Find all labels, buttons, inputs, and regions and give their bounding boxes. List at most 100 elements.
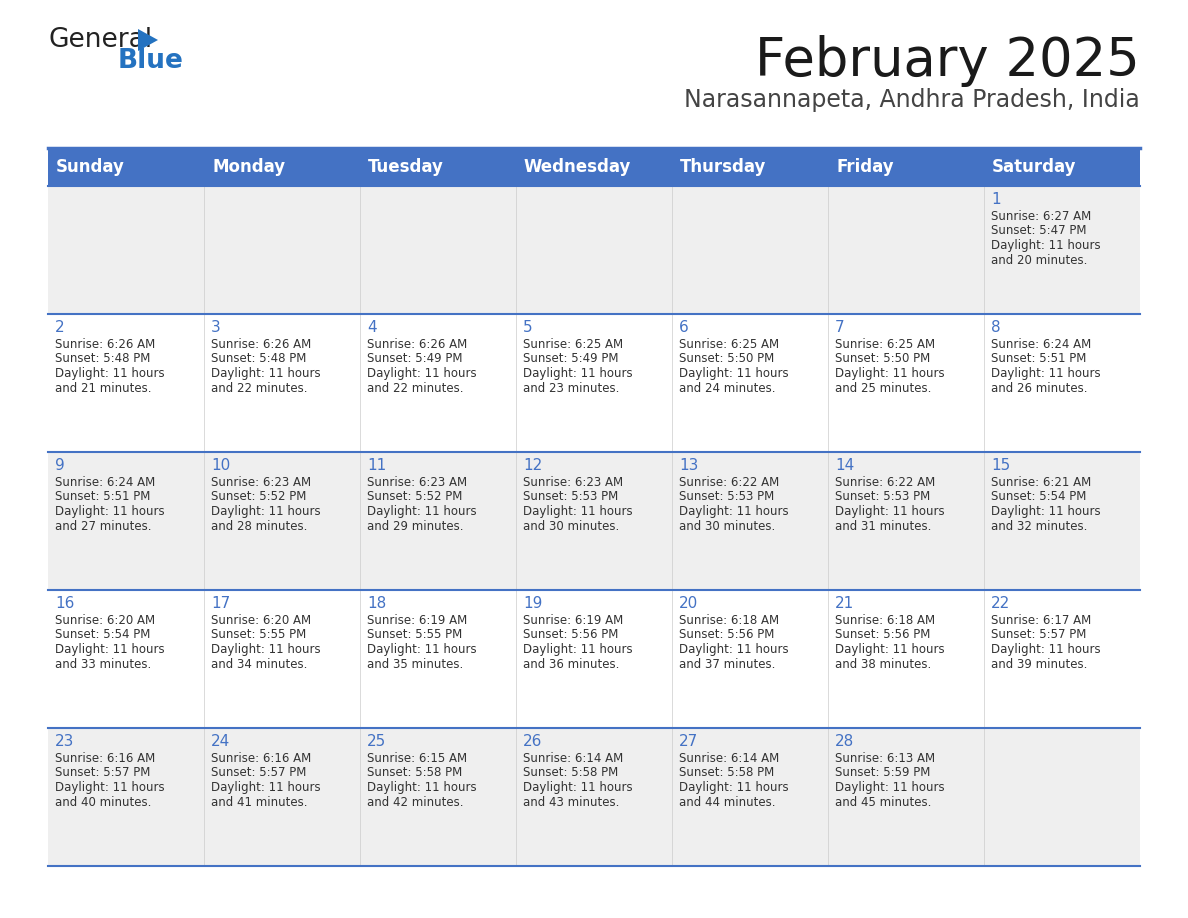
Text: Sunrise: 6:14 AM: Sunrise: 6:14 AM [680, 752, 779, 765]
Text: 10: 10 [211, 458, 230, 473]
Text: Daylight: 11 hours: Daylight: 11 hours [523, 367, 633, 380]
Text: Daylight: 11 hours: Daylight: 11 hours [680, 781, 789, 794]
Text: Sunset: 5:53 PM: Sunset: 5:53 PM [835, 490, 930, 503]
Text: Sunset: 5:47 PM: Sunset: 5:47 PM [991, 225, 1087, 238]
Text: and 39 minutes.: and 39 minutes. [991, 657, 1087, 670]
Text: 27: 27 [680, 734, 699, 749]
Text: Sunset: 5:53 PM: Sunset: 5:53 PM [523, 490, 618, 503]
Text: and 31 minutes.: and 31 minutes. [835, 520, 931, 532]
Text: Thursday: Thursday [680, 158, 766, 176]
Text: Sunrise: 6:16 AM: Sunrise: 6:16 AM [211, 752, 311, 765]
Text: Daylight: 11 hours: Daylight: 11 hours [211, 505, 321, 518]
Text: Daylight: 11 hours: Daylight: 11 hours [835, 505, 944, 518]
Text: Sunset: 5:49 PM: Sunset: 5:49 PM [523, 353, 619, 365]
Text: Sunrise: 6:19 AM: Sunrise: 6:19 AM [523, 614, 624, 627]
Text: Sunrise: 6:27 AM: Sunrise: 6:27 AM [991, 210, 1092, 223]
Text: Sunrise: 6:16 AM: Sunrise: 6:16 AM [55, 752, 156, 765]
Text: Sunset: 5:53 PM: Sunset: 5:53 PM [680, 490, 775, 503]
Text: and 26 minutes.: and 26 minutes. [991, 382, 1087, 395]
Text: Daylight: 11 hours: Daylight: 11 hours [991, 367, 1100, 380]
Text: and 23 minutes.: and 23 minutes. [523, 382, 619, 395]
Text: Sunset: 5:52 PM: Sunset: 5:52 PM [211, 490, 307, 503]
Text: Sunrise: 6:26 AM: Sunrise: 6:26 AM [367, 338, 467, 351]
Text: and 30 minutes.: and 30 minutes. [523, 520, 619, 532]
Text: Sunrise: 6:19 AM: Sunrise: 6:19 AM [367, 614, 467, 627]
Text: Daylight: 11 hours: Daylight: 11 hours [680, 505, 789, 518]
Text: 21: 21 [835, 596, 854, 611]
Text: Saturday: Saturday [992, 158, 1076, 176]
Text: Sunrise: 6:23 AM: Sunrise: 6:23 AM [211, 476, 311, 489]
Text: 11: 11 [367, 458, 386, 473]
Text: Wednesday: Wednesday [524, 158, 631, 176]
Text: Sunset: 5:57 PM: Sunset: 5:57 PM [991, 629, 1086, 642]
Text: Sunrise: 6:14 AM: Sunrise: 6:14 AM [523, 752, 624, 765]
Text: Sunset: 5:48 PM: Sunset: 5:48 PM [211, 353, 307, 365]
Text: Sunrise: 6:21 AM: Sunrise: 6:21 AM [991, 476, 1092, 489]
Text: and 38 minutes.: and 38 minutes. [835, 657, 931, 670]
Text: Daylight: 11 hours: Daylight: 11 hours [680, 643, 789, 656]
Text: Sunrise: 6:25 AM: Sunrise: 6:25 AM [835, 338, 935, 351]
Text: 20: 20 [680, 596, 699, 611]
Text: Sunset: 5:57 PM: Sunset: 5:57 PM [211, 767, 307, 779]
Text: Blue: Blue [118, 48, 184, 74]
Text: Sunrise: 6:15 AM: Sunrise: 6:15 AM [367, 752, 467, 765]
Text: and 25 minutes.: and 25 minutes. [835, 382, 931, 395]
Text: and 22 minutes.: and 22 minutes. [211, 382, 308, 395]
Text: Sunset: 5:54 PM: Sunset: 5:54 PM [55, 629, 151, 642]
Text: Sunset: 5:58 PM: Sunset: 5:58 PM [680, 767, 775, 779]
Text: Daylight: 11 hours: Daylight: 11 hours [55, 781, 165, 794]
Text: Sunrise: 6:23 AM: Sunrise: 6:23 AM [367, 476, 467, 489]
Text: and 20 minutes.: and 20 minutes. [991, 253, 1087, 266]
Text: 16: 16 [55, 596, 75, 611]
Text: and 29 minutes.: and 29 minutes. [367, 520, 463, 532]
Text: and 36 minutes.: and 36 minutes. [523, 657, 619, 670]
Text: 9: 9 [55, 458, 65, 473]
Text: 22: 22 [991, 596, 1010, 611]
Text: Sunset: 5:52 PM: Sunset: 5:52 PM [367, 490, 462, 503]
Text: 23: 23 [55, 734, 75, 749]
Text: 15: 15 [991, 458, 1010, 473]
Text: Daylight: 11 hours: Daylight: 11 hours [523, 505, 633, 518]
Text: Sunset: 5:57 PM: Sunset: 5:57 PM [55, 767, 151, 779]
Text: Sunrise: 6:20 AM: Sunrise: 6:20 AM [211, 614, 311, 627]
Text: Sunday: Sunday [56, 158, 125, 176]
Text: and 32 minutes.: and 32 minutes. [991, 520, 1087, 532]
Text: 24: 24 [211, 734, 230, 749]
Text: and 27 minutes.: and 27 minutes. [55, 520, 152, 532]
Text: Daylight: 11 hours: Daylight: 11 hours [211, 781, 321, 794]
Text: Sunset: 5:59 PM: Sunset: 5:59 PM [835, 767, 930, 779]
Text: Daylight: 11 hours: Daylight: 11 hours [367, 367, 476, 380]
Text: and 22 minutes.: and 22 minutes. [367, 382, 463, 395]
Bar [48, 186, 1140, 314]
Text: Sunset: 5:50 PM: Sunset: 5:50 PM [835, 353, 930, 365]
Text: Sunset: 5:51 PM: Sunset: 5:51 PM [991, 353, 1086, 365]
Text: Sunrise: 6:25 AM: Sunrise: 6:25 AM [523, 338, 624, 351]
Text: 6: 6 [680, 320, 689, 335]
Text: Daylight: 11 hours: Daylight: 11 hours [367, 781, 476, 794]
Bar [48, 148, 1140, 186]
Text: Daylight: 11 hours: Daylight: 11 hours [367, 505, 476, 518]
Text: and 40 minutes.: and 40 minutes. [55, 796, 151, 809]
Text: Sunrise: 6:22 AM: Sunrise: 6:22 AM [680, 476, 779, 489]
Text: Sunrise: 6:23 AM: Sunrise: 6:23 AM [523, 476, 624, 489]
Text: Daylight: 11 hours: Daylight: 11 hours [991, 239, 1100, 252]
Text: Sunrise: 6:24 AM: Sunrise: 6:24 AM [991, 338, 1092, 351]
Text: Daylight: 11 hours: Daylight: 11 hours [835, 367, 944, 380]
Text: and 35 minutes.: and 35 minutes. [367, 657, 463, 670]
Text: and 44 minutes.: and 44 minutes. [680, 796, 776, 809]
Bar [48, 590, 1140, 728]
Text: Tuesday: Tuesday [368, 158, 444, 176]
Text: Sunset: 5:51 PM: Sunset: 5:51 PM [55, 490, 151, 503]
Text: Sunrise: 6:26 AM: Sunrise: 6:26 AM [55, 338, 156, 351]
Text: Sunset: 5:58 PM: Sunset: 5:58 PM [523, 767, 618, 779]
Bar [48, 452, 1140, 590]
Text: Sunset: 5:54 PM: Sunset: 5:54 PM [991, 490, 1086, 503]
Text: 5: 5 [523, 320, 532, 335]
Text: Sunset: 5:58 PM: Sunset: 5:58 PM [367, 767, 462, 779]
Text: 25: 25 [367, 734, 386, 749]
Text: and 41 minutes.: and 41 minutes. [211, 796, 308, 809]
Text: 14: 14 [835, 458, 854, 473]
Text: Sunrise: 6:18 AM: Sunrise: 6:18 AM [835, 614, 935, 627]
Polygon shape [138, 29, 158, 51]
Text: 12: 12 [523, 458, 542, 473]
